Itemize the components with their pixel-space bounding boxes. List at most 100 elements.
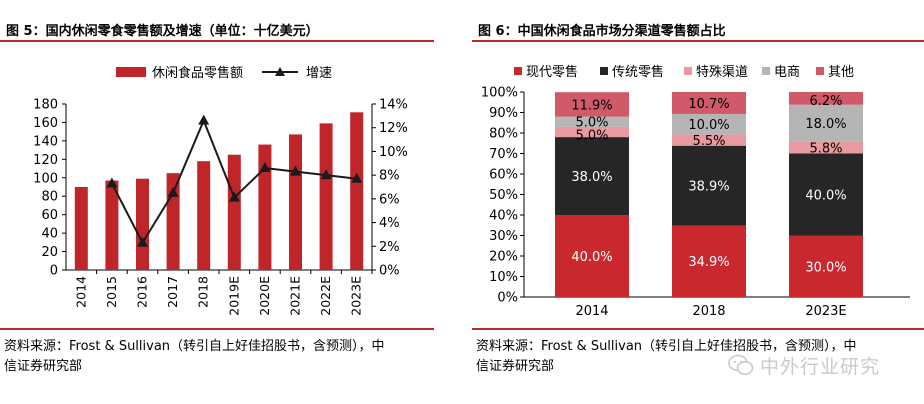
y2-tick-label: 10%	[379, 145, 408, 160]
segment-4-2014	[555, 92, 629, 117]
x-tick-label: 2021E	[288, 276, 303, 316]
y-tick-label: 50%	[489, 188, 518, 203]
segment-0-2018	[672, 225, 746, 297]
growth-point	[290, 165, 301, 176]
x-tick-label: 2019E	[226, 276, 241, 316]
figure-6-source-line2: 信证券研究部	[476, 359, 555, 374]
segment-3-2018	[672, 113, 746, 135]
data-label-3-2018: 10.0%	[688, 118, 729, 133]
x-tick-label: 2018	[692, 304, 725, 319]
y2-tick-label: 2%	[379, 240, 400, 255]
growth-point	[351, 172, 363, 183]
segment-3-2023E	[789, 104, 863, 142]
segment-0-2023E	[789, 235, 863, 297]
y-tick-label: 160	[33, 116, 58, 131]
segment-4-2018	[672, 92, 746, 114]
legend-swatch-2	[684, 67, 692, 75]
y-tick-label: 30%	[489, 229, 518, 244]
legend-label-sales: 休闲食品零售额	[152, 65, 243, 81]
x-tick-label: 2018	[196, 276, 211, 308]
data-label-3-2014: 5.0%	[575, 116, 608, 131]
legend-label-growth: 增速	[306, 66, 332, 81]
segment-2-2014	[555, 126, 629, 138]
y2-tick-label: 0%	[379, 264, 400, 279]
y-tick-label: 80%	[489, 127, 518, 142]
y-tick-label: 120	[33, 153, 58, 168]
y-tick-label: 80	[41, 190, 58, 205]
segment-2-2018	[672, 134, 746, 146]
figure-5-panel: 图 5：国内休闲零食零售额及增速（单位：十亿美元） 休闲食品零售额 增速 0 20 40…	[0, 0, 446, 404]
data-label-0-2018: 34.9%	[688, 255, 729, 270]
data-label-0-2014: 40.0%	[571, 250, 612, 265]
x-tick-label: 2022E	[318, 276, 333, 316]
data-label-2-2018: 5.5%	[692, 134, 725, 149]
growth-point	[198, 114, 210, 125]
y-tick-label: 60%	[489, 168, 518, 183]
bar-sales-2023E	[350, 112, 364, 270]
watermark: 中外行业研究	[728, 350, 880, 380]
bar-sales-2019E	[227, 154, 241, 270]
bar-sales-2018	[197, 161, 211, 270]
segment-3-2014	[555, 116, 629, 127]
bar-sales-2014	[74, 187, 88, 270]
y2-tick-label: 8%	[379, 169, 400, 184]
legend-swatch-sales	[116, 67, 146, 77]
legend-label-1: 传统零售	[612, 64, 664, 80]
y2-tick-label: 12%	[379, 121, 408, 136]
data-label-2-2014: 5.0%	[575, 129, 608, 144]
figure-5-source: 资料来源：Frost & Sullivan（转引自上好佳招股书，含预测），中 信…	[4, 337, 385, 377]
x-tick-label: 2023E	[805, 304, 846, 319]
bar-sales-2020E	[258, 144, 272, 270]
y-tick-label: 0%	[497, 291, 518, 306]
legend-swatch-3	[762, 67, 770, 75]
y-tick-label: 70%	[489, 147, 518, 162]
x-tick-label: 2020E	[257, 276, 272, 316]
figure-6-top-rule	[472, 40, 924, 42]
x-tick-label: 2023E	[349, 276, 364, 316]
data-label-4-2018: 10.7%	[688, 97, 729, 112]
data-label-1-2014: 38.0%	[571, 170, 612, 185]
figure-6-chart: 现代零售 传统零售 特殊渠道 电商 其他 0% 10% 20% 30% 40% 50% 60% 70% 8…	[481, 64, 910, 319]
y-tick-label: 100%	[481, 86, 518, 101]
y2-tick-label: 14%	[379, 98, 408, 113]
x-tick-label: 2014	[73, 276, 88, 308]
x-tick-label: 2017	[165, 276, 180, 308]
figure-5-title: 图 5：国内休闲零食零售额及增速（单位：十亿美元）	[6, 24, 319, 39]
legend-marker-growth	[275, 67, 285, 76]
y-tick-label: 100	[33, 171, 58, 186]
segment-4-2023E	[789, 92, 863, 105]
legend-swatch-0	[514, 67, 522, 75]
data-label-0-2023E: 30.0%	[805, 260, 846, 275]
data-label-4-2014: 11.9%	[571, 98, 612, 113]
legend-swatch-1	[600, 67, 608, 75]
y-tick-label: 180	[33, 98, 58, 113]
y-tick-label: 20%	[489, 250, 518, 265]
segment-0-2014	[555, 215, 629, 297]
growth-point	[320, 169, 332, 180]
figure-6-title: 图 6：中国休闲食品市场分渠道零售额占比	[478, 24, 726, 39]
y-tick-label: 60	[41, 208, 58, 223]
legend-label-0: 现代零售	[526, 64, 578, 80]
legend-swatch-4	[816, 67, 824, 75]
y2-tick-label: 6%	[379, 192, 400, 207]
figure-5-chart: 休闲食品零售额 增速 0 20 40 60 80 100 120 140 160 180 0% 2% 4% 6…	[33, 65, 408, 316]
wechat-icon	[728, 354, 754, 375]
y-tick-label: 20	[41, 245, 58, 260]
growth-point	[259, 162, 271, 173]
bar-sales-2021E	[289, 134, 302, 270]
segment-2-2023E	[789, 141, 863, 154]
segment-1-2014	[555, 137, 629, 215]
figure-6-panel: 图 6：中国休闲食品市场分渠道零售额占比 现代零售 传统零售 特殊渠道 电商 其他 0% 1…	[472, 0, 924, 404]
segment-1-2023E	[789, 153, 863, 236]
y-tick-label: 10%	[489, 270, 518, 285]
figure-5-source-line1: 资料来源：Frost & Sullivan（转引自上好佳招股书，含预测），中	[4, 339, 385, 354]
bar-sales-2016	[136, 178, 149, 270]
data-label-3-2023E: 18.0%	[805, 117, 846, 132]
figure-6-source-line1: 资料来源：Frost & Sullivan（转引自上好佳招股书，含预测），中	[476, 339, 857, 354]
figure-5-bottom-rule	[0, 328, 434, 330]
x-tick-label: 2015	[104, 276, 119, 308]
y-tick-label: 40%	[489, 209, 518, 224]
growth-point	[137, 236, 148, 247]
watermark-text: 中外行业研究	[760, 355, 881, 378]
segment-1-2018	[672, 145, 746, 226]
